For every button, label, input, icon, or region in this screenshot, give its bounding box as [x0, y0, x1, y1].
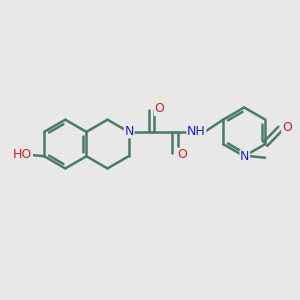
- Text: N: N: [124, 125, 134, 138]
- Text: O: O: [282, 121, 292, 134]
- Text: O: O: [154, 103, 164, 116]
- Text: NH: NH: [187, 125, 206, 138]
- Text: N: N: [240, 150, 250, 163]
- Text: HO: HO: [13, 148, 32, 161]
- Text: O: O: [178, 148, 187, 161]
